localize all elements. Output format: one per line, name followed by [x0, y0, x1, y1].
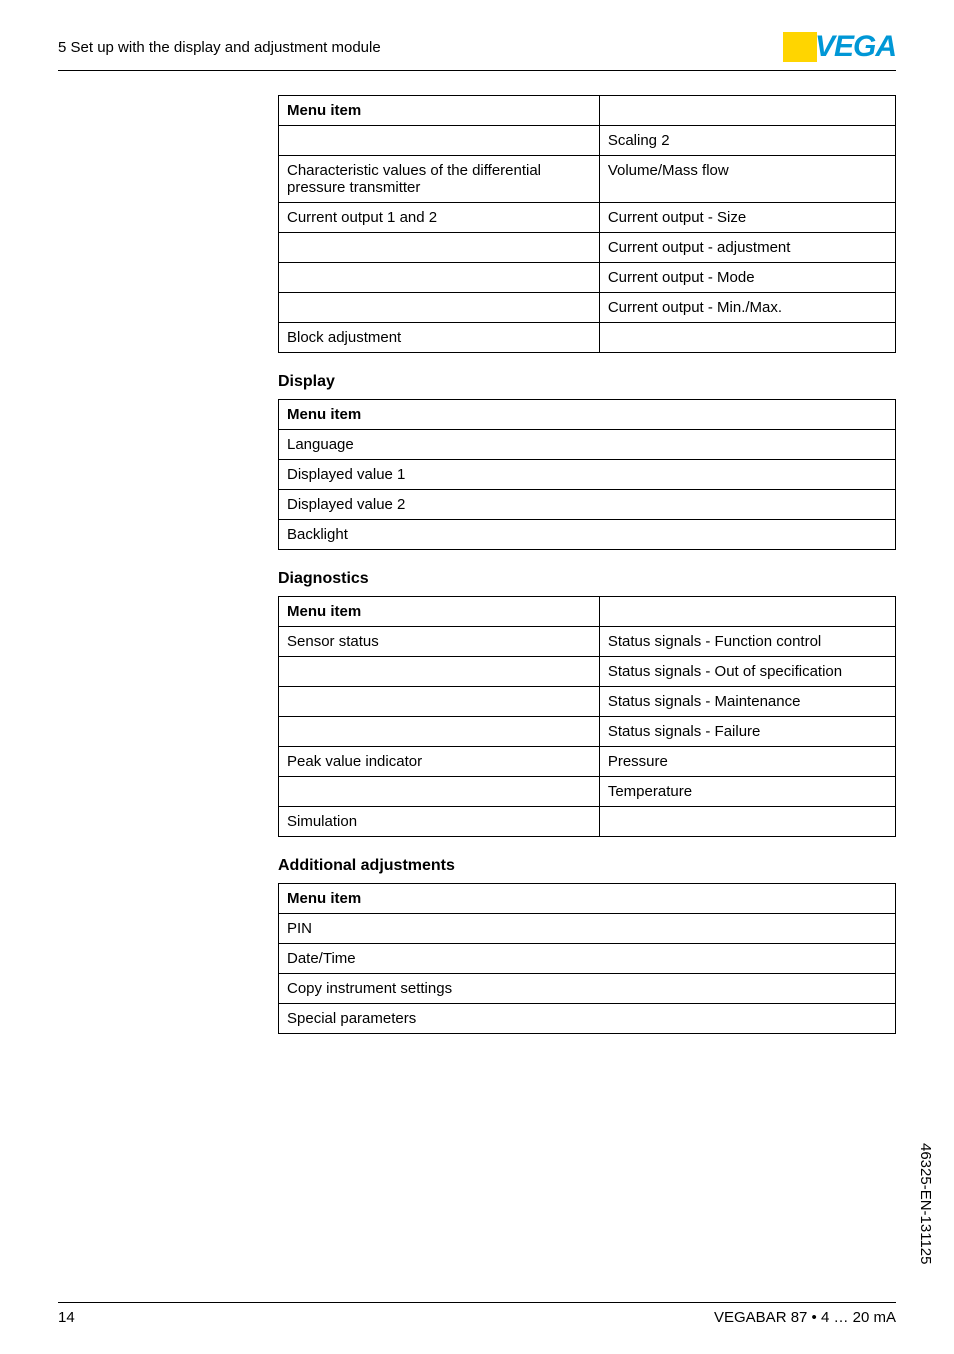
table-cell: Current output - Min./Max. [599, 293, 895, 323]
table-row: Current output - Mode [279, 263, 896, 293]
table-row: Menu item [279, 597, 896, 627]
table-cell [279, 687, 600, 717]
table-row: Menu item [279, 96, 896, 126]
table-cell: Status signals - Out of specification [599, 657, 895, 687]
table-cell: Displayed value 2 [279, 490, 896, 520]
additional-table: Menu item PIN Date/Time Copy instrument … [278, 883, 896, 1034]
table-cell: Status signals - Function control [599, 627, 895, 657]
column-header: Menu item [279, 884, 896, 914]
table-cell: Sensor status [279, 627, 600, 657]
table-row: Simulation [279, 807, 896, 837]
diagnostics-table: Menu item Sensor status Status signals -… [278, 596, 896, 837]
table-row: PIN [279, 914, 896, 944]
table-cell: Backlight [279, 520, 896, 550]
table-row: Current output 1 and 2 Current output - … [279, 203, 896, 233]
page-header: 5 Set up with the display and adjustment… [58, 30, 896, 71]
table-cell: Status signals - Maintenance [599, 687, 895, 717]
page-footer: 14 VEGABAR 87 • 4 … 20 mA [58, 1302, 896, 1326]
table-row: Peak value indicator Pressure [279, 747, 896, 777]
table-cell: Temperature [599, 777, 895, 807]
table-cell: Simulation [279, 807, 600, 837]
table-cell [599, 807, 895, 837]
footer-product: VEGABAR 87 • 4 … 20 mA [714, 1309, 896, 1326]
table-row: Displayed value 1 [279, 460, 896, 490]
table-cell: Characteristic values of the differentia… [279, 156, 600, 203]
table-row: Characteristic values of the differentia… [279, 156, 896, 203]
table-cell [279, 717, 600, 747]
table-row: Scaling 2 [279, 126, 896, 156]
table-cell: Current output - adjustment [599, 233, 895, 263]
table-cell [279, 126, 600, 156]
table-cell: Current output - Size [599, 203, 895, 233]
table-row: Copy instrument settings [279, 974, 896, 1004]
table-cell: Peak value indicator [279, 747, 600, 777]
table-cell [279, 233, 600, 263]
table-cell [279, 293, 600, 323]
table-row: Date/Time [279, 944, 896, 974]
table-row: Menu item [279, 400, 896, 430]
table-cell: Current output 1 and 2 [279, 203, 600, 233]
table-row: Status signals - Failure [279, 717, 896, 747]
column-header: Menu item [279, 597, 600, 627]
table-cell: Copy instrument settings [279, 974, 896, 1004]
table-row: Language [279, 430, 896, 460]
header-section-title: 5 Set up with the display and adjustment… [58, 39, 381, 56]
table-cell: Scaling 2 [599, 126, 895, 156]
table-cell: Block adjustment [279, 323, 600, 353]
column-header: Menu item [279, 400, 896, 430]
table-cell [599, 96, 895, 126]
table-row: Sensor status Status signals - Function … [279, 627, 896, 657]
diagnostics-section-title: Diagnostics [278, 570, 896, 588]
additional-section-title: Additional adjustments [278, 857, 896, 875]
table-cell [599, 323, 895, 353]
table-row: Displayed value 2 [279, 490, 896, 520]
table-cell: Displayed value 1 [279, 460, 896, 490]
page-number: 14 [58, 1309, 75, 1326]
table-row: Block adjustment [279, 323, 896, 353]
display-table: Menu item Language Displayed value 1 Dis… [278, 399, 896, 550]
logo-bar-icon [783, 32, 817, 62]
setup-table: Menu item Scaling 2 Characteristic value… [278, 95, 896, 353]
table-row: Menu item [279, 884, 896, 914]
table-cell: Language [279, 430, 896, 460]
content-area: Menu item Scaling 2 Characteristic value… [278, 95, 896, 1034]
display-section-title: Display [278, 373, 896, 391]
table-row: Special parameters [279, 1004, 896, 1034]
table-row: Current output - Min./Max. [279, 293, 896, 323]
table-row: Status signals - Out of specification [279, 657, 896, 687]
table-cell [279, 263, 600, 293]
table-cell: Special parameters [279, 1004, 896, 1034]
table-row: Status signals - Maintenance [279, 687, 896, 717]
table-cell: Volume/Mass flow [599, 156, 895, 203]
table-cell: Current output - Mode [599, 263, 895, 293]
table-cell [599, 597, 895, 627]
doc-id-vertical: 46325-EN-131125 [917, 1143, 934, 1264]
table-cell: Status signals - Failure [599, 717, 895, 747]
table-cell [279, 777, 600, 807]
table-cell [279, 657, 600, 687]
table-cell: Pressure [599, 747, 895, 777]
column-header: Menu item [279, 96, 600, 126]
table-cell: PIN [279, 914, 896, 944]
table-row: Temperature [279, 777, 896, 807]
table-cell: Date/Time [279, 944, 896, 974]
table-row: Current output - adjustment [279, 233, 896, 263]
vega-logo: VEGA [783, 30, 896, 64]
logo-text: VEGA [815, 30, 896, 64]
table-row: Backlight [279, 520, 896, 550]
